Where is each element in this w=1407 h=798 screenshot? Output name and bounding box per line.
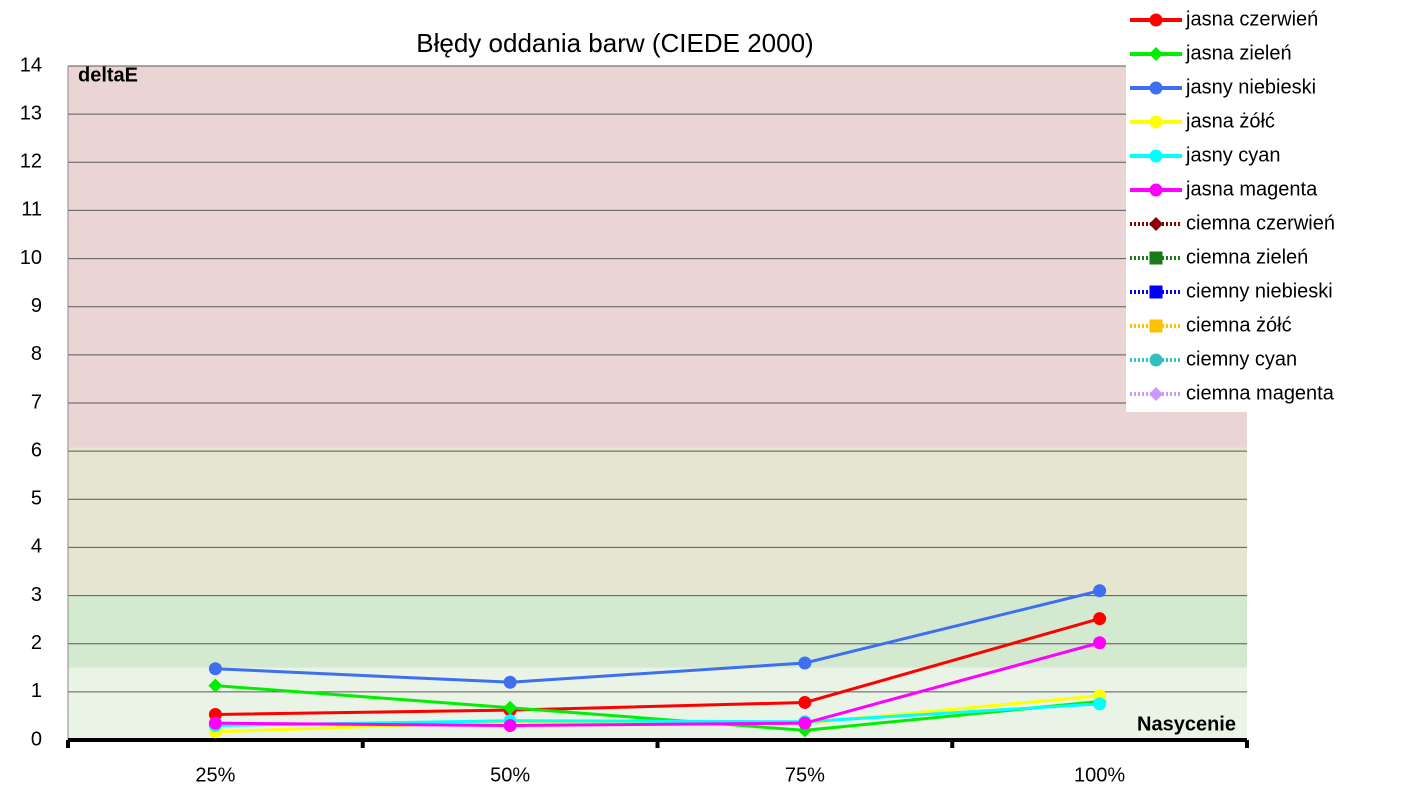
marker: [208, 716, 222, 730]
marker: [1093, 612, 1107, 626]
series-line: [215, 589, 1100, 684]
y-tick-label: 5: [31, 488, 42, 510]
marker: [1093, 584, 1107, 598]
x-tick-label: 25%: [195, 764, 235, 786]
y-tick-label: 3: [31, 584, 42, 606]
legend-label: ciemna magenta: [1186, 382, 1335, 404]
y-tick-label: 8: [31, 343, 42, 365]
marker: [1149, 115, 1163, 129]
marker: [1149, 353, 1163, 367]
marker: [798, 695, 812, 709]
marker: [798, 656, 812, 670]
legend-label: jasna czerwień: [1185, 8, 1318, 30]
y-tick-label: 11: [21, 199, 42, 221]
legend-label: jasny cyan: [1185, 144, 1281, 166]
legend-label: ciemna zieleń: [1186, 246, 1308, 268]
legend: jasna czerwień jasna zieleń jasny niebiesk…: [1126, 0, 1407, 412]
y-tick-label: 13: [20, 102, 42, 124]
zone: [68, 595, 1247, 668]
legend-label: ciemny niebieski: [1186, 280, 1333, 302]
marker: [1149, 81, 1163, 95]
marker: [1149, 251, 1163, 265]
legend-label: jasny niebieski: [1185, 76, 1316, 98]
legend-label: jasna żółć: [1185, 110, 1275, 132]
y-tick-label: 10: [20, 247, 42, 269]
marker: [503, 675, 517, 689]
legend-box: [1126, 0, 1407, 412]
zone: [68, 447, 1247, 596]
marker: [1149, 183, 1163, 197]
marker: [1093, 636, 1107, 650]
marker: [1149, 387, 1163, 401]
series-line: [215, 641, 1101, 728]
y-tick-label: 14: [20, 54, 42, 76]
marker: [208, 662, 222, 676]
legend-label: jasna zieleń: [1185, 42, 1292, 64]
marker: [798, 716, 812, 730]
legend-label: ciemny cyan: [1186, 348, 1297, 370]
marker: [1149, 149, 1163, 163]
marker: [503, 719, 517, 733]
zone: [68, 66, 1247, 448]
legend-label: ciemna czerwień: [1186, 212, 1335, 234]
zone: [68, 667, 1247, 740]
x-tick-label: 100%: [1074, 764, 1125, 786]
y-axis-label: deltaE: [78, 64, 138, 86]
series-line: [215, 617, 1101, 716]
legend-label: ciemna żółć: [1186, 314, 1292, 336]
series-line: [215, 684, 1100, 732]
legend-label: jasna magenta: [1185, 178, 1318, 200]
marker: [208, 678, 223, 693]
y-tick-label: 1: [31, 680, 42, 702]
chart-title: Błędy oddania barw (CIEDE 2000): [416, 28, 813, 58]
y-tick-label: 7: [31, 391, 42, 413]
y-tick-label: 6: [31, 439, 42, 461]
marker: [1149, 217, 1163, 231]
y-tick-label: 2: [31, 632, 42, 654]
marker: [503, 700, 518, 715]
marker: [1149, 47, 1163, 61]
y-tick-label: 12: [20, 151, 42, 173]
marker: [1093, 697, 1107, 711]
y-tick-label: 0: [31, 728, 42, 750]
marker: [1149, 319, 1163, 333]
marker: [1149, 13, 1163, 27]
y-tick-label: 4: [31, 536, 42, 558]
x-tick-label: 50%: [490, 764, 530, 786]
marker: [1149, 285, 1163, 299]
x-axis-label: Nasycenie: [1137, 713, 1236, 735]
x-tick-label: 75%: [785, 764, 825, 786]
y-tick-label: 9: [31, 295, 42, 317]
